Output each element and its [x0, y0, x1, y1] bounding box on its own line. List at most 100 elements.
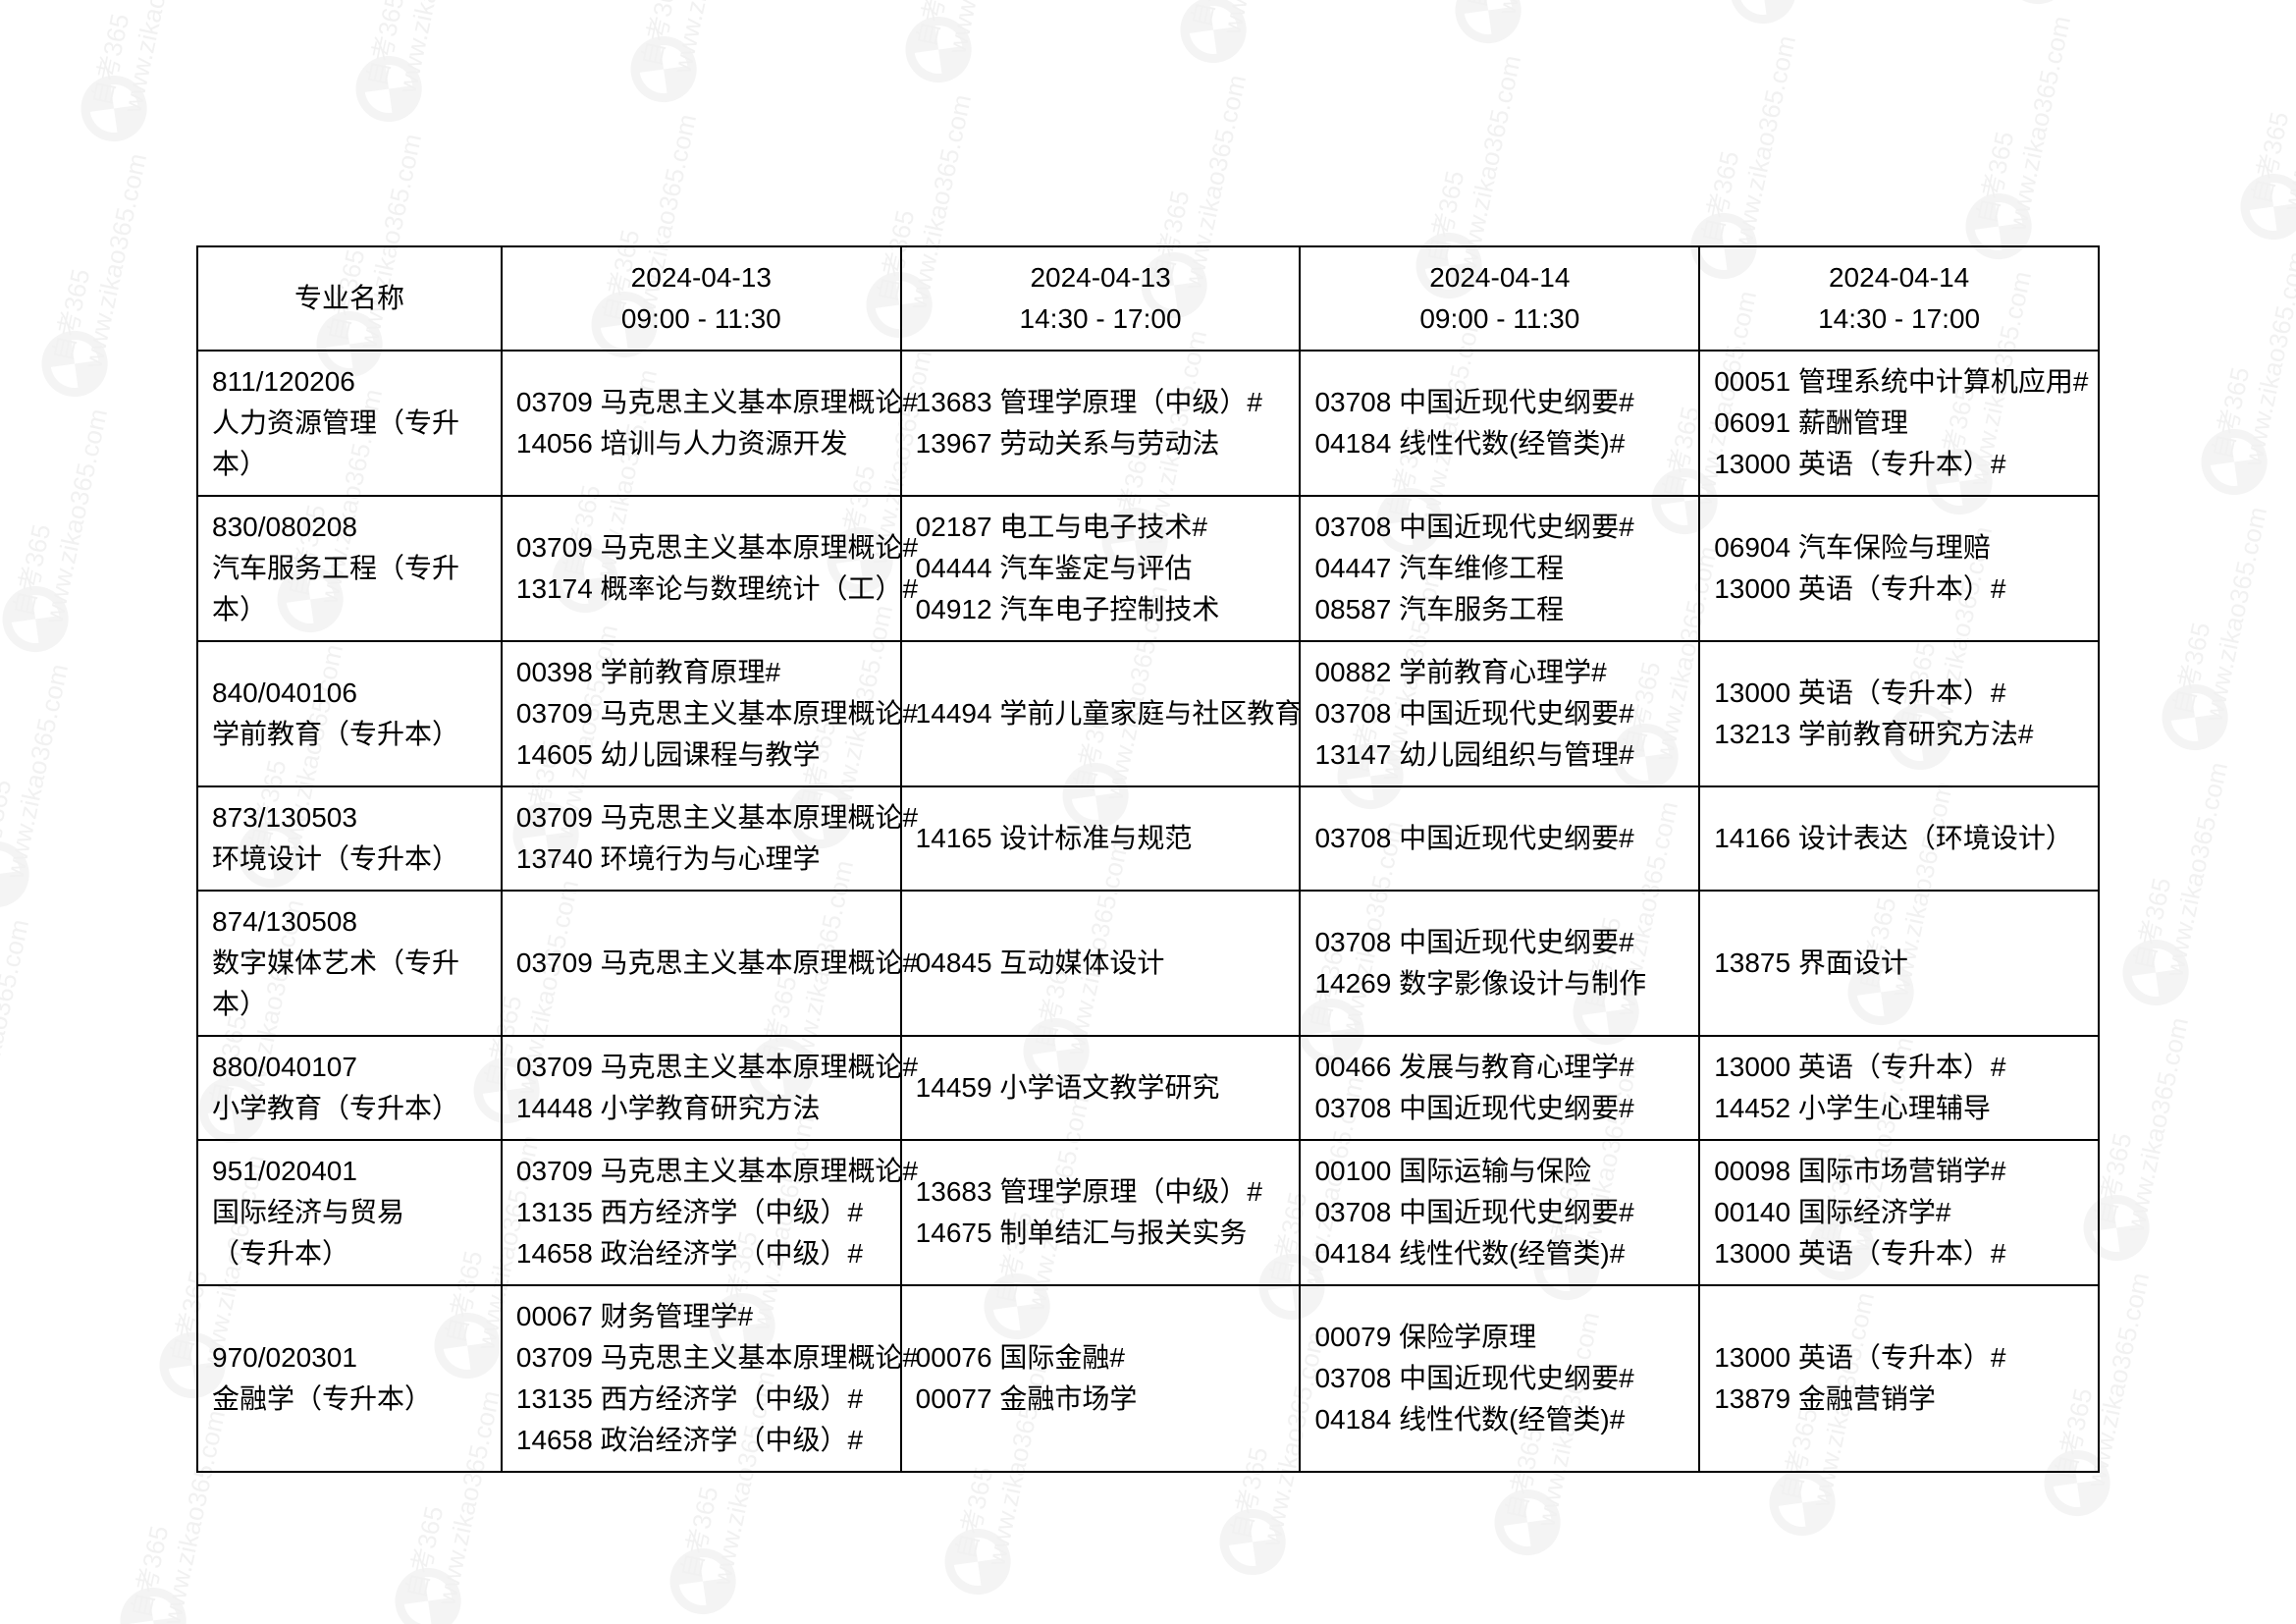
course-cell: 03709 马克思主义基本原理概论#13135 西方经济学（中级）#14658 …	[502, 1140, 901, 1285]
course-cell: 03709 马克思主义基本原理概论#13740 环境行为与心理学	[502, 786, 901, 891]
major-line: 汽车服务工程（专升本）	[212, 548, 487, 630]
course-cell: 03708 中国近现代史纲要#04184 线性代数(经管类)#	[1300, 351, 1699, 496]
course-line: 14494 学前儿童家庭与社区教育	[916, 693, 1286, 734]
header-date: 2024-04-14	[1714, 257, 2084, 298]
course-line: 04184 线性代数(经管类)#	[1314, 1399, 1684, 1440]
table-row: 830/080208汽车服务工程（专升本）03709 马克思主义基本原理概论#1…	[197, 496, 2099, 641]
course-line: 13967 劳动关系与劳动法	[916, 423, 1286, 464]
course-cell: 02187 电工与电子技术#04444 汽车鉴定与评估04912 汽车电子控制技…	[901, 496, 1301, 641]
course-line: 14658 政治经济学（中级）#	[516, 1420, 886, 1461]
major-line: 小学教育（专升本）	[212, 1088, 487, 1129]
course-line: 03709 马克思主义基本原理概论#	[516, 693, 886, 734]
course-line: 00100 国际运输与保险	[1314, 1151, 1684, 1192]
table-row: 811/120206人力资源管理（专升本）03709 马克思主义基本原理概论#1…	[197, 351, 2099, 496]
course-line: 04845 互动媒体设计	[916, 943, 1286, 984]
course-line: 14448 小学教育研究方法	[516, 1088, 886, 1129]
course-cell: 00882 学前教育心理学#03708 中国近现代史纲要#13147 幼儿园组织…	[1300, 641, 1699, 786]
course-line: 03708 中国近现代史纲要#	[1314, 1192, 1684, 1233]
table-row: 840/040106学前教育（专升本） 00398 学前教育原理#03709 马克…	[197, 641, 2099, 786]
course-line: 03708 中国近现代史纲要#	[1314, 1088, 1684, 1129]
course-line: 06091 薪酬管理	[1714, 403, 2084, 444]
course-line: 13740 环境行为与心理学	[516, 839, 886, 880]
course-line: 03709 马克思主义基本原理概论#	[516, 382, 886, 423]
course-cell: 03708 中国近现代史纲要#04447 汽车维修工程08587 汽车服务工程	[1300, 496, 1699, 641]
course-line: 04444 汽车鉴定与评估	[916, 548, 1286, 589]
major-line: 840/040106	[212, 673, 487, 714]
course-line: 13683 管理学原理（中级）#	[916, 382, 1286, 423]
header-session-2: 2024-04-13 14:30 - 17:00	[901, 246, 1301, 351]
header-time: 14:30 - 17:00	[916, 298, 1286, 340]
course-line: 13000 英语（专升本）#	[1714, 444, 2084, 485]
course-line: 06904 汽车保险与理赔	[1714, 527, 2084, 568]
table-row: 873/130503环境设计（专升本）03709 马克思主义基本原理概论#137…	[197, 786, 2099, 891]
course-cell: 00079 保险学原理03708 中国近现代史纲要#04184 线性代数(经管类…	[1300, 1285, 1699, 1472]
course-line: 03708 中国近现代史纲要#	[1314, 507, 1684, 548]
course-line: 03708 中国近现代史纲要#	[1314, 818, 1684, 859]
major-line: 873/130503	[212, 797, 487, 839]
course-cell: 14494 学前儿童家庭与社区教育	[901, 641, 1301, 786]
course-cell: 00076 国际金融#00077 金融市场学	[901, 1285, 1301, 1472]
page: 专业名称 2024-04-13 09:00 - 11:30 2024-04-13…	[0, 0, 2296, 1624]
course-cell: 03708 中国近现代史纲要#14269 数字影像设计与制作	[1300, 891, 1699, 1036]
course-cell: 00466 发展与教育心理学#03708 中国近现代史纲要#	[1300, 1036, 1699, 1140]
course-cell: 04845 互动媒体设计	[901, 891, 1301, 1036]
header-session-3: 2024-04-14 09:00 - 11:30	[1300, 246, 1699, 351]
major-cell: 880/040107小学教育（专升本）	[197, 1036, 502, 1140]
course-line: 13174 概率论与数理统计（工）#	[516, 568, 886, 610]
course-line: 08587 汽车服务工程	[1314, 589, 1684, 630]
course-line: 14675 制单结汇与报关实务	[916, 1213, 1286, 1254]
table-row: 874/130508数字媒体艺术（专升本）03709 马克思主义基本原理概论#0…	[197, 891, 2099, 1036]
course-line: 14605 幼儿园课程与教学	[516, 734, 886, 776]
course-line: 13135 西方经济学（中级）#	[516, 1192, 886, 1233]
course-cell: 00100 国际运输与保险03708 中国近现代史纲要#04184 线性代数(经…	[1300, 1140, 1699, 1285]
header-time: 09:00 - 11:30	[1314, 298, 1684, 340]
header-date: 2024-04-13	[916, 257, 1286, 298]
exam-schedule-table: 专业名称 2024-04-13 09:00 - 11:30 2024-04-13…	[196, 245, 2100, 1473]
course-cell: 00051 管理系统中计算机应用#06091 薪酬管理13000 英语（专升本）…	[1699, 351, 2099, 496]
course-line: 03708 中国近现代史纲要#	[1314, 922, 1684, 963]
course-line: 13000 英语（专升本）#	[1714, 1233, 2084, 1274]
major-line: （专升本）	[212, 1233, 487, 1274]
course-line: 03708 中国近现代史纲要#	[1314, 382, 1684, 423]
course-cell: 00067 财务管理学#03709 马克思主义基本原理概论#13135 西方经济…	[502, 1285, 901, 1472]
course-line: 14166 设计表达（环境设计）	[1714, 818, 2084, 859]
major-line: 环境设计（专升本）	[212, 839, 487, 880]
course-line: 14658 政治经济学（中级）#	[516, 1233, 886, 1274]
major-line: 811/120206	[212, 361, 487, 403]
header-session-4: 2024-04-14 14:30 - 17:00	[1699, 246, 2099, 351]
major-cell: 840/040106学前教育（专升本）	[197, 641, 502, 786]
course-cell: 13000 英语（专升本）#14452 小学生心理辅导	[1699, 1036, 2099, 1140]
course-cell: 13000 英语（专升本）#13213 学前教育研究方法#	[1699, 641, 2099, 786]
major-line: 970/020301	[212, 1337, 487, 1379]
course-cell: 03709 马克思主义基本原理概论#14056 培训与人力资源开发	[502, 351, 901, 496]
course-line: 03709 马克思主义基本原理概论#	[516, 1047, 886, 1088]
major-cell: 970/020301金融学（专升本）	[197, 1285, 502, 1472]
course-line: 13879 金融营销学	[1714, 1379, 2084, 1420]
major-cell: 951/020401国际经济与贸易（专升本）	[197, 1140, 502, 1285]
course-line: 04184 线性代数(经管类)#	[1314, 423, 1684, 464]
course-line: 00079 保险学原理	[1314, 1317, 1684, 1358]
course-line: 00067 财务管理学#	[516, 1296, 886, 1337]
course-line: 04912 汽车电子控制技术	[916, 589, 1286, 630]
major-line: 880/040107	[212, 1047, 487, 1088]
course-cell: 14459 小学语文教学研究	[901, 1036, 1301, 1140]
course-line: 03709 马克思主义基本原理概论#	[516, 1151, 886, 1192]
course-line: 03708 中国近现代史纲要#	[1314, 1358, 1684, 1399]
course-line: 13875 界面设计	[1714, 943, 2084, 984]
header-session-1: 2024-04-13 09:00 - 11:30	[502, 246, 901, 351]
course-line: 14165 设计标准与规范	[916, 818, 1286, 859]
course-cell: 03709 马克思主义基本原理概论#	[502, 891, 901, 1036]
header-major: 专业名称	[197, 246, 502, 351]
major-cell: 873/130503环境设计（专升本）	[197, 786, 502, 891]
course-line: 14056 培训与人力资源开发	[516, 423, 886, 464]
course-line: 14452 小学生心理辅导	[1714, 1088, 2084, 1129]
course-cell: 00098 国际市场营销学#00140 国际经济学#13000 英语（专升本）#	[1699, 1140, 2099, 1285]
major-line: 951/020401	[212, 1151, 487, 1192]
table-header-row: 专业名称 2024-04-13 09:00 - 11:30 2024-04-13…	[197, 246, 2099, 351]
major-line: 874/130508	[212, 901, 487, 943]
course-line: 00098 国际市场营销学#	[1714, 1151, 2084, 1192]
course-line: 00398 学前教育原理#	[516, 652, 886, 693]
course-line: 13000 英语（专升本）#	[1714, 568, 2084, 610]
course-line: 14269 数字影像设计与制作	[1314, 963, 1684, 1004]
course-cell: 14165 设计标准与规范	[901, 786, 1301, 891]
